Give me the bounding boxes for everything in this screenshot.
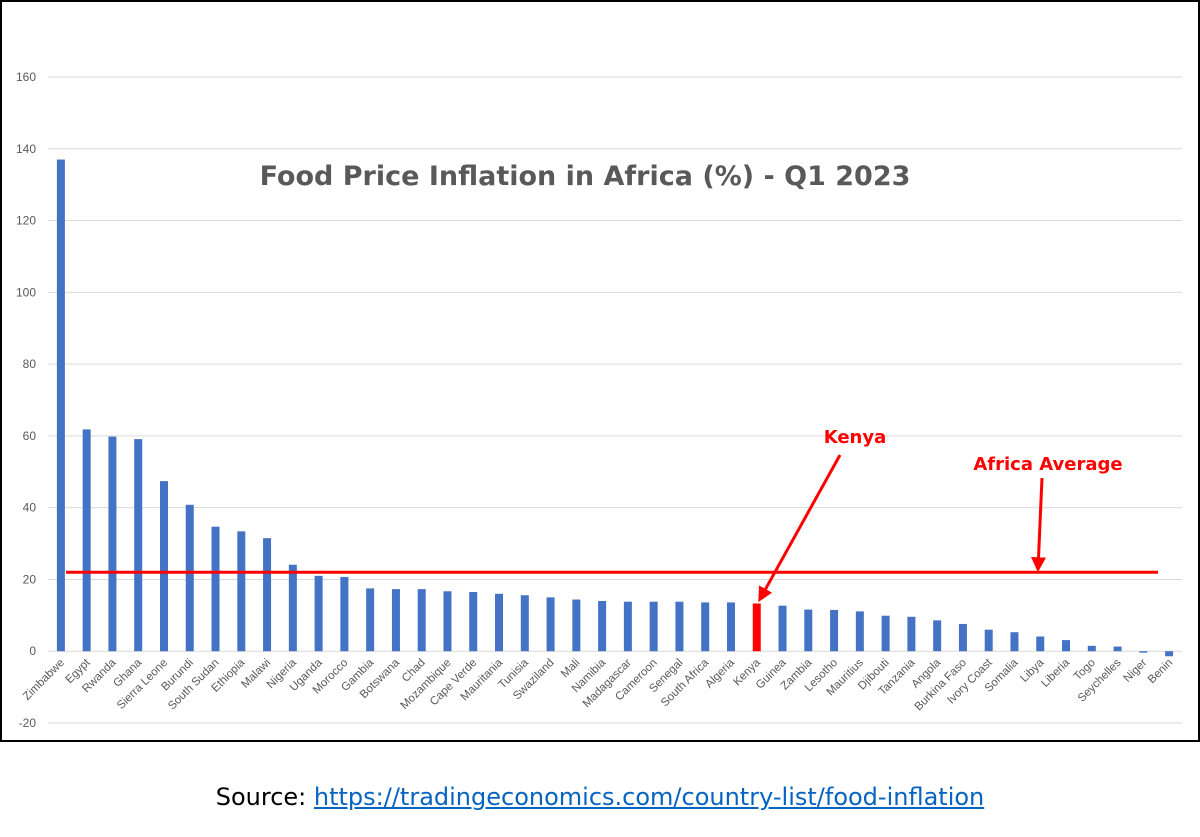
bar-rwanda — [108, 436, 117, 652]
bar-ivory-coast — [984, 629, 993, 652]
y-tick-label: 40 — [23, 501, 37, 515]
y-tick-label: 60 — [23, 429, 37, 443]
source-prefix: Source: — [215, 783, 314, 811]
y-tick-label: -20 — [19, 716, 37, 730]
bar-somalia — [1010, 632, 1019, 652]
bar-guinea — [778, 605, 787, 652]
bar-burundi — [185, 504, 194, 652]
bar-lesotho — [830, 609, 839, 652]
bar-ethiopia — [237, 531, 246, 652]
chart-title: Food Price Inflation in Africa (%) - Q1 … — [260, 161, 911, 192]
annotation-average-arrow — [1031, 477, 1047, 573]
bar-mozambique — [443, 591, 452, 652]
source-link[interactable]: https://tradingeconomics.com/country-lis… — [313, 783, 985, 811]
y-tick-label: 20 — [23, 572, 37, 586]
bar-uganda — [314, 575, 323, 652]
annotation-kenya-arrow — [758, 454, 842, 603]
chart-frame: -20 0 20 40 60 80 100 120 140 160 Zimbabwe Egypt Rw… — [0, 0, 1200, 742]
bar-libya — [1036, 636, 1045, 652]
gridlines — [48, 76, 1182, 724]
bar-chad — [417, 589, 426, 652]
bar-benin — [1165, 651, 1174, 657]
y-tick-label: 0 — [29, 644, 36, 658]
bar-cape-verde — [469, 592, 478, 652]
bar-kenya — [752, 603, 761, 652]
bar-zimbabwe — [56, 159, 65, 652]
y-tick-label: 140 — [16, 142, 36, 156]
annotations: Kenya Africa Average — [66, 427, 1158, 603]
bar-tanzania — [907, 616, 916, 652]
bar-mauritius — [855, 611, 864, 652]
y-tick-label: 120 — [16, 214, 36, 228]
bar-malawi — [263, 538, 272, 652]
bar-burkina-faso — [958, 623, 967, 652]
annotation-kenya-label: Kenya — [824, 427, 887, 448]
bar-mali — [572, 599, 581, 652]
bar-mauritania — [495, 593, 504, 652]
bar-south-africa — [701, 602, 710, 652]
bar-nigeria — [288, 564, 297, 652]
bar-madagascar — [623, 601, 632, 652]
bar-sierra-leone — [159, 481, 168, 652]
bar-seychelles — [1113, 646, 1122, 652]
bar-tunisia — [520, 595, 529, 652]
bar-liberia — [1062, 640, 1071, 652]
source-line: Source: https://tradingeconomics.com/cou… — [0, 783, 1200, 811]
bar-angola — [933, 620, 942, 652]
bar-senegal — [675, 601, 684, 652]
bar-algeria — [726, 602, 735, 652]
bar-botswana — [391, 589, 400, 652]
y-tick-label: 100 — [16, 285, 36, 299]
bar-zambia — [804, 609, 813, 652]
bar-swaziland — [546, 597, 555, 652]
y-tick-label: 160 — [16, 70, 36, 84]
bar-djibouti — [881, 615, 890, 652]
bar-niger — [1139, 651, 1148, 653]
bar-togo — [1087, 645, 1096, 652]
bar-morocco — [340, 576, 349, 652]
bar-namibia — [598, 600, 607, 652]
bar-ghana — [134, 439, 143, 652]
y-axis-ticks: -20 0 20 40 60 80 100 120 140 160 — [16, 70, 36, 730]
bar-south-sudan — [211, 526, 220, 652]
bar-cameroon — [649, 601, 658, 652]
bars — [56, 159, 1174, 657]
bar-egypt — [82, 429, 91, 652]
annotation-average-label: Africa Average — [973, 454, 1122, 475]
bar-gambia — [366, 588, 375, 652]
y-tick-label: 80 — [23, 357, 37, 371]
